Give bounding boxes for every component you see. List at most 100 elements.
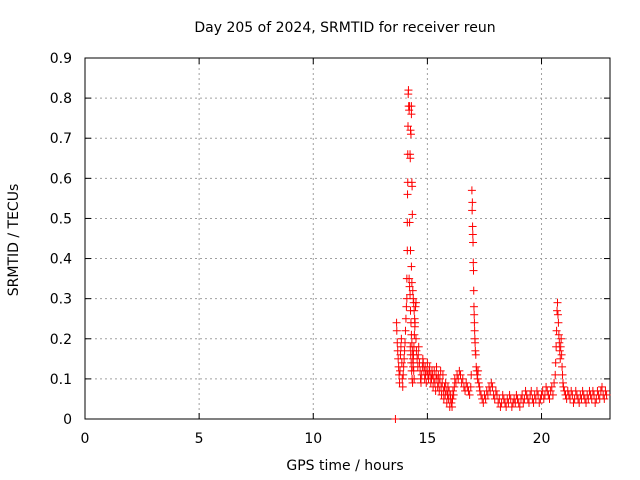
data-point xyxy=(448,394,457,403)
data-point xyxy=(471,350,480,359)
data-point xyxy=(601,386,610,395)
data-point xyxy=(408,210,417,219)
data-point xyxy=(396,342,405,351)
data-point xyxy=(550,378,559,387)
data-point xyxy=(407,338,416,347)
y-tick-label: 0.1 xyxy=(50,372,72,388)
data-point xyxy=(558,362,567,371)
data-point xyxy=(559,382,568,391)
y-tick-label: 0.2 xyxy=(50,332,72,348)
data-point xyxy=(441,378,450,387)
data-point xyxy=(488,382,497,391)
data-point xyxy=(408,378,417,387)
data-point xyxy=(555,338,564,347)
data-point xyxy=(398,382,407,391)
data-point xyxy=(551,370,560,379)
data-point xyxy=(546,386,555,395)
data-point xyxy=(491,386,500,395)
data-point xyxy=(405,274,414,283)
data-point xyxy=(405,218,414,227)
x-axis-label: GPS time / hours xyxy=(286,458,403,474)
data-point xyxy=(554,318,563,327)
data-point xyxy=(392,326,401,335)
data-point xyxy=(407,262,416,271)
data-point xyxy=(462,378,471,387)
data-point xyxy=(400,346,409,355)
data-point xyxy=(392,318,401,327)
data-point xyxy=(393,346,402,355)
data-point xyxy=(399,362,408,371)
y-tick-label: 0 xyxy=(63,412,72,428)
data-point xyxy=(498,390,507,399)
data-point xyxy=(558,370,567,379)
data-point xyxy=(554,330,563,339)
data-point xyxy=(407,366,416,375)
y-tick-label: 0.9 xyxy=(50,51,72,67)
data-point xyxy=(557,350,566,359)
x-tick-label: 10 xyxy=(304,431,322,447)
data-point xyxy=(407,278,416,287)
data-point xyxy=(404,86,413,95)
data-point xyxy=(475,386,484,395)
axis-ticks xyxy=(84,57,610,420)
data-point xyxy=(410,322,419,331)
data-point xyxy=(553,306,562,315)
data-point xyxy=(479,398,488,407)
data-point xyxy=(396,350,405,359)
x-tick-label: 20 xyxy=(533,431,551,447)
data-point xyxy=(407,110,416,119)
data-point xyxy=(407,102,416,111)
data-point xyxy=(410,330,419,339)
y-tick-label: 0.5 xyxy=(50,211,72,227)
data-point xyxy=(471,338,480,347)
data-point xyxy=(448,402,457,411)
data-point xyxy=(397,334,406,343)
data-point xyxy=(447,398,456,407)
data-point xyxy=(469,238,478,247)
data-point xyxy=(468,230,477,239)
data-point xyxy=(458,374,467,383)
data-point xyxy=(474,366,483,375)
plot-frame xyxy=(84,57,611,420)
data-point xyxy=(545,394,554,403)
data-point xyxy=(602,390,611,399)
data-point xyxy=(391,415,400,423)
data-point xyxy=(468,222,477,231)
data-point xyxy=(468,206,477,215)
data-point xyxy=(448,386,457,395)
data-point xyxy=(466,382,475,391)
data-point xyxy=(403,190,412,199)
data-point xyxy=(473,374,482,383)
x-tick-labels: 0 5 10 15 20 xyxy=(81,431,551,447)
data-point xyxy=(578,386,587,395)
data-point xyxy=(406,154,415,163)
x-tick-label: 0 xyxy=(81,431,90,447)
data-point xyxy=(403,122,412,131)
data-point xyxy=(591,398,600,407)
data-point xyxy=(432,362,441,371)
data-point xyxy=(406,130,415,139)
data-point xyxy=(414,342,423,351)
x-tick-label: 5 xyxy=(195,431,204,447)
data-point xyxy=(556,354,565,363)
data-point xyxy=(556,342,565,351)
data-point xyxy=(470,318,479,327)
data-point xyxy=(411,334,420,343)
y-axis-label: SRMTID / TECUs xyxy=(6,184,22,297)
data-point xyxy=(450,382,459,391)
data-point xyxy=(548,390,557,399)
data-point xyxy=(449,390,458,399)
data-point xyxy=(553,298,562,307)
y-tick-label: 0.6 xyxy=(50,171,72,187)
data-point xyxy=(401,326,410,335)
data-point xyxy=(474,378,483,387)
data-point xyxy=(464,386,473,395)
data-point xyxy=(398,374,407,383)
data-point xyxy=(401,314,410,323)
data-point xyxy=(425,362,434,371)
data-point xyxy=(465,390,474,399)
data-point xyxy=(468,198,477,207)
y-tick-label: 0.7 xyxy=(50,131,72,147)
chart-title: Day 205 of 2024, SRMTID for receiver reu… xyxy=(194,20,495,36)
